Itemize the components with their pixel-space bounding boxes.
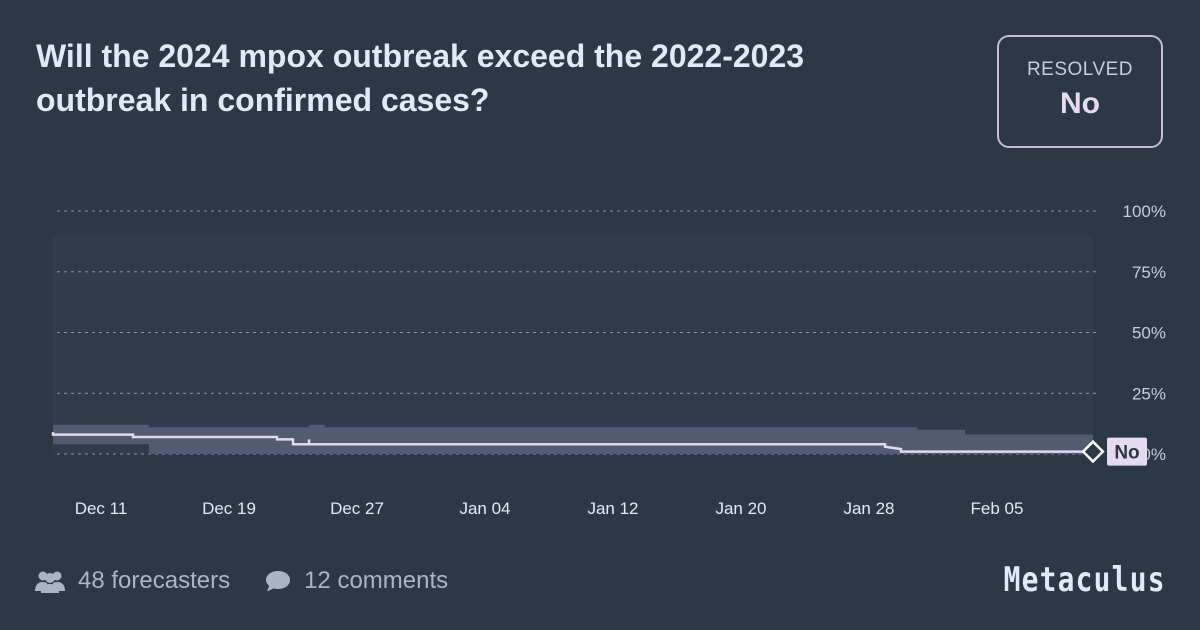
x-tick-label: Jan 04 [459, 499, 510, 518]
y-tick-label: 75% [1132, 263, 1166, 282]
y-tick-label: 25% [1132, 384, 1166, 403]
plot-area [53, 236, 1093, 454]
comment-icon [266, 571, 291, 592]
prediction-line [51, 432, 1093, 453]
y-tick-label: 0% [1141, 445, 1166, 464]
x-tick-label: Dec 19 [202, 499, 256, 518]
comments-count: 12 comments [304, 567, 449, 594]
prediction-chart: 0% 25% 50% 75% 100% Dec 11 Dec 19 Dec 27 Jan 04 J… [51, 202, 1166, 518]
users-icon [35, 571, 65, 593]
forecasters-stat: 48 forecasters [34, 567, 230, 595]
x-tick-label: Jan 20 [715, 499, 766, 518]
resolved-label: RESOLVED [1026, 59, 1134, 80]
question-title: Will the 2024 mpox outbreak exceed the 2… [36, 38, 805, 118]
x-tick-label: Dec 27 [330, 499, 384, 518]
comments-stat: 12 comments [264, 567, 448, 595]
x-tick-label: Feb 05 [971, 499, 1024, 518]
forecasters-count: 48 forecasters [78, 567, 231, 594]
x-tick-label: Jan 28 [843, 499, 894, 518]
resolution-tag [1107, 437, 1147, 466]
y-tick-label: 100% [1123, 202, 1166, 221]
confidence-band [53, 424, 1093, 454]
resolution-tag-label: No [1114, 443, 1139, 464]
resolution-marker [1081, 439, 1105, 464]
x-tick-label: Dec 11 [75, 499, 128, 518]
metaculus-logo: Metaculus [1003, 560, 1166, 600]
resolved-value: No [1060, 87, 1100, 120]
y-tick-label: 50% [1132, 324, 1166, 343]
footer-stats: 48 forecasters 12 comments [34, 563, 482, 599]
x-tick-label: Jan 12 [587, 499, 638, 518]
resolution-badge: RESOLVED No [997, 35, 1163, 148]
